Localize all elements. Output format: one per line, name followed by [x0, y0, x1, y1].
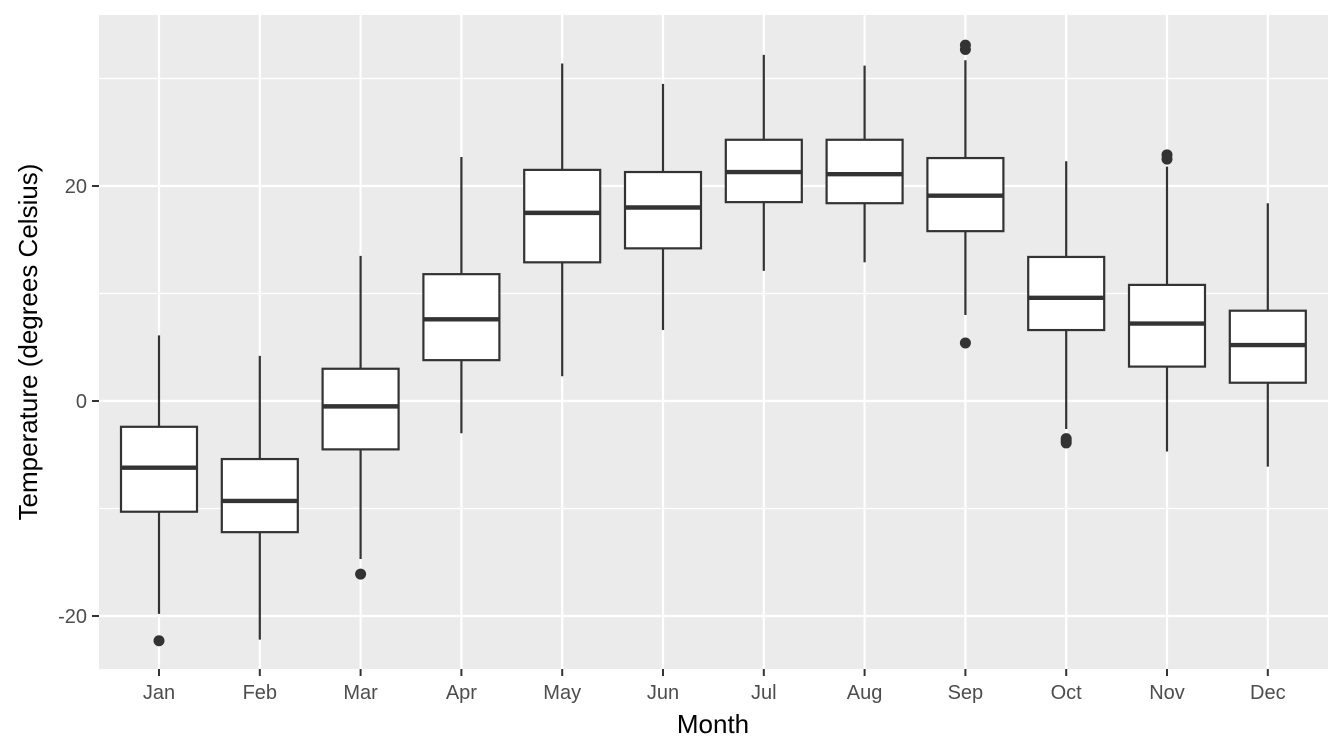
box-nov	[1127, 149, 1207, 452]
x-tick-label: Jul	[751, 682, 777, 704]
panel-background	[99, 15, 1328, 669]
box-sep	[926, 39, 1005, 349]
box-mar	[321, 255, 400, 580]
x-tick-label: Jun	[647, 682, 679, 704]
box-may	[523, 63, 602, 377]
box-body	[523, 168, 602, 264]
x-tick-label: Dec	[1250, 682, 1286, 704]
box-body	[1027, 255, 1106, 332]
x-tick-label: Nov	[1149, 682, 1185, 704]
x-tick-label: May	[543, 682, 581, 704]
box-oct	[1027, 161, 1106, 449]
axis-ticks: -20 0 20 Jan Feb Mar Apr May Jun Jul Aug Sep Oct Nov D…	[58, 176, 1285, 704]
box-jul	[724, 54, 803, 271]
box-dec	[1228, 203, 1307, 467]
y-tick-label: 20	[65, 176, 87, 198]
box-body	[623, 170, 703, 250]
box-body	[321, 367, 400, 451]
y-tick-label: 0	[76, 391, 87, 413]
x-tick-label: Jan	[143, 682, 175, 704]
box-jan	[119, 335, 199, 647]
outlier-point	[355, 568, 367, 580]
outlier-point	[153, 635, 165, 647]
x-tick-label: Apr	[446, 682, 477, 704]
box-apr	[422, 156, 501, 434]
boxes	[119, 39, 1307, 647]
y-tick-label: -20	[58, 606, 87, 628]
x-tick-label: Mar	[343, 682, 378, 704]
box-body	[220, 457, 299, 534]
outlier-point	[1161, 149, 1173, 161]
box-feb	[220, 355, 299, 640]
x-tick-label: Oct	[1051, 682, 1083, 704]
box-aug	[825, 65, 904, 263]
x-tick-label: Aug	[847, 682, 883, 704]
x-axis-title: Month	[677, 709, 749, 739]
x-tick-label: Feb	[243, 682, 277, 704]
box-jun	[623, 83, 703, 331]
outlier-point	[959, 39, 971, 51]
plot-panel	[99, 15, 1328, 669]
outlier-point	[1060, 433, 1072, 445]
box-body	[825, 138, 904, 205]
y-axis-title: Temperature (degrees Celsius)	[13, 164, 43, 521]
x-tick-label: Sep	[948, 682, 984, 704]
outlier-point	[959, 337, 971, 349]
